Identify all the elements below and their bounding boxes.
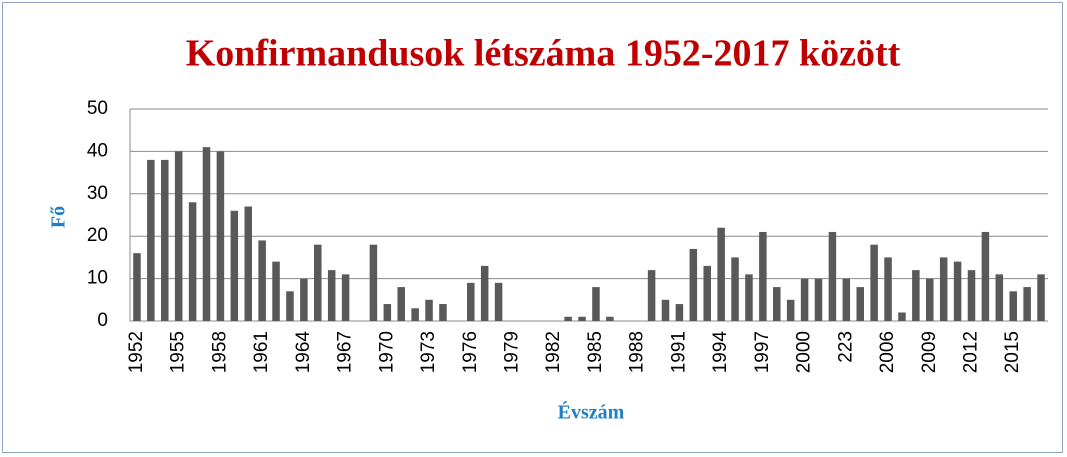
x-tick-label: 1979 bbox=[502, 331, 523, 373]
bar bbox=[161, 159, 169, 321]
bar bbox=[1009, 291, 1017, 321]
bar bbox=[856, 287, 864, 321]
x-tick-label: 2006 bbox=[877, 331, 898, 373]
bar bbox=[258, 240, 266, 321]
bar bbox=[341, 274, 350, 321]
bar bbox=[216, 151, 225, 321]
x-tick-label: 1970 bbox=[376, 331, 397, 373]
x-tick-label: 1967 bbox=[335, 331, 356, 373]
bar bbox=[480, 265, 489, 321]
x-tick-label: 2009 bbox=[919, 331, 940, 373]
chart: Konfirmandusok létszáma 1952-2017 között… bbox=[48, 33, 1048, 424]
bar bbox=[411, 308, 419, 321]
bar bbox=[383, 304, 392, 321]
bar bbox=[828, 231, 837, 321]
y-tick-label: 0 bbox=[97, 310, 108, 331]
bar bbox=[884, 257, 892, 321]
bar bbox=[786, 299, 795, 321]
bar bbox=[202, 147, 211, 321]
x-tick-label: 1982 bbox=[543, 331, 564, 373]
bar bbox=[133, 253, 141, 321]
x-tick-label: 1991 bbox=[668, 331, 689, 373]
y-tick-label: 40 bbox=[87, 140, 108, 161]
bar bbox=[147, 159, 155, 321]
y-tick-label: 30 bbox=[87, 183, 108, 204]
bar bbox=[1037, 274, 1045, 321]
bar bbox=[745, 274, 753, 321]
bar bbox=[981, 231, 990, 321]
bar bbox=[592, 287, 600, 321]
x-tick-label: 1958 bbox=[209, 331, 230, 373]
x-tick-label: 1955 bbox=[168, 331, 189, 373]
bar bbox=[703, 265, 711, 321]
bar bbox=[842, 278, 851, 321]
x-tick-label: 1997 bbox=[752, 331, 773, 373]
bar bbox=[689, 248, 698, 321]
y-axis-title: Fő bbox=[48, 206, 70, 228]
bar bbox=[898, 312, 906, 321]
x-tick-label: 223 bbox=[835, 331, 856, 363]
bar bbox=[675, 304, 684, 321]
bar bbox=[369, 244, 378, 321]
bar bbox=[995, 274, 1004, 321]
x-tick-label: 1985 bbox=[585, 331, 606, 373]
bar bbox=[870, 244, 878, 321]
bar bbox=[244, 206, 252, 321]
y-tick-label: 20 bbox=[87, 225, 108, 246]
x-tick-label: 1976 bbox=[460, 331, 481, 373]
bar bbox=[439, 304, 447, 321]
bar bbox=[800, 278, 809, 321]
x-tick-label: 1952 bbox=[126, 331, 147, 373]
bar bbox=[467, 282, 475, 321]
bar bbox=[494, 282, 503, 321]
x-tick-label: 2015 bbox=[1002, 331, 1023, 373]
bar bbox=[314, 244, 322, 321]
x-tick-label: 2012 bbox=[961, 331, 982, 373]
bar bbox=[939, 257, 948, 321]
bar bbox=[286, 291, 294, 321]
bar bbox=[731, 257, 739, 321]
bar bbox=[926, 278, 934, 321]
bar bbox=[606, 316, 614, 321]
x-tick-label: 2000 bbox=[794, 331, 815, 373]
bar bbox=[1023, 287, 1031, 321]
y-tick-label: 50 bbox=[87, 98, 108, 119]
bar bbox=[174, 151, 183, 321]
bar bbox=[188, 202, 197, 321]
bar bbox=[647, 270, 656, 321]
bar bbox=[425, 299, 433, 321]
x-tick-label: 1988 bbox=[627, 331, 648, 373]
bar bbox=[759, 231, 767, 321]
bar bbox=[230, 210, 239, 321]
x-tick-label: 1973 bbox=[418, 331, 439, 373]
bar bbox=[717, 227, 725, 321]
bar bbox=[967, 270, 976, 321]
bar bbox=[661, 299, 670, 321]
bar bbox=[814, 278, 823, 321]
bar bbox=[327, 270, 336, 321]
x-axis-title: Évszám bbox=[558, 401, 625, 424]
bar bbox=[397, 287, 405, 321]
x-tick-label: 1961 bbox=[251, 331, 272, 373]
x-tick-label: 1994 bbox=[710, 331, 731, 374]
bar bbox=[300, 278, 308, 321]
bar bbox=[564, 316, 572, 321]
x-tick-label: 1964 bbox=[293, 331, 314, 374]
bar bbox=[272, 261, 280, 321]
bar bbox=[773, 287, 781, 321]
bar bbox=[578, 316, 586, 321]
chart-title: Konfirmandusok létszáma 1952-2017 között bbox=[186, 33, 901, 75]
bar bbox=[953, 261, 962, 321]
y-tick-label: 10 bbox=[87, 268, 108, 289]
bar bbox=[912, 270, 920, 321]
